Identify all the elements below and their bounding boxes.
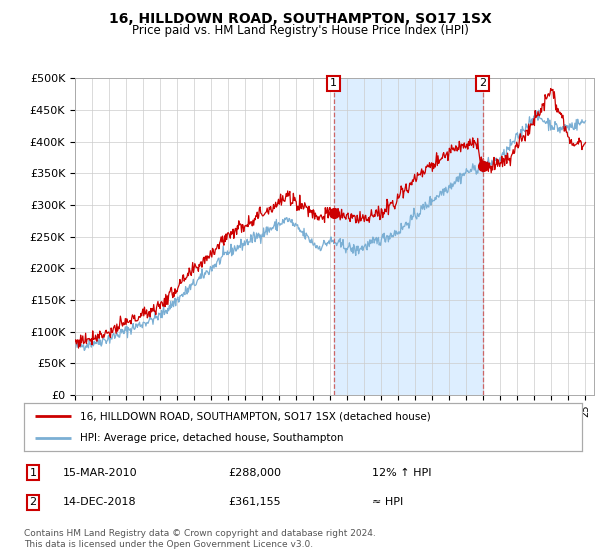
Text: £288,000: £288,000 [228,468,281,478]
Text: 16, HILLDOWN ROAD, SOUTHAMPTON, SO17 1SX: 16, HILLDOWN ROAD, SOUTHAMPTON, SO17 1SX [109,12,491,26]
Text: ≈ HPI: ≈ HPI [372,497,403,507]
Text: Price paid vs. HM Land Registry's House Price Index (HPI): Price paid vs. HM Land Registry's House … [131,24,469,37]
Text: HPI: Average price, detached house, Southampton: HPI: Average price, detached house, Sout… [80,433,343,443]
Text: 16, HILLDOWN ROAD, SOUTHAMPTON, SO17 1SX (detached house): 16, HILLDOWN ROAD, SOUTHAMPTON, SO17 1SX… [80,411,431,421]
Text: Contains HM Land Registry data © Crown copyright and database right 2024.
This d: Contains HM Land Registry data © Crown c… [24,529,376,549]
Text: 12% ↑ HPI: 12% ↑ HPI [372,468,431,478]
Text: 1: 1 [29,468,37,478]
Text: 1: 1 [330,78,337,88]
Text: 14-DEC-2018: 14-DEC-2018 [63,497,137,507]
Bar [334,78,483,395]
Text: £361,155: £361,155 [228,497,281,507]
Text: 2: 2 [29,497,37,507]
Text: 2: 2 [479,78,486,88]
Text: 15-MAR-2010: 15-MAR-2010 [63,468,137,478]
